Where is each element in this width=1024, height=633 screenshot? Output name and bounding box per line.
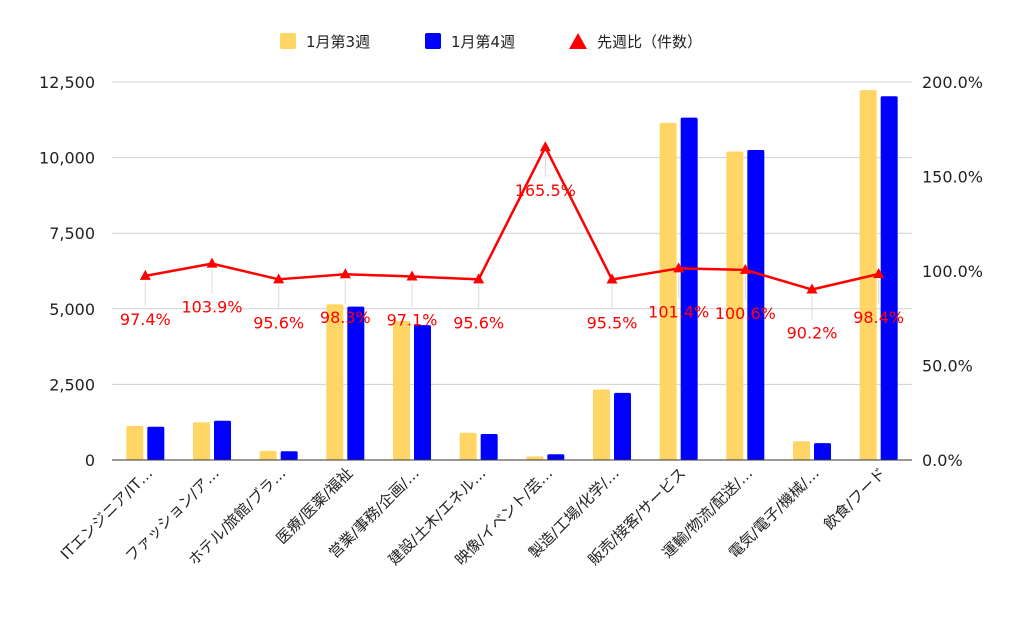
bar-week4 (747, 150, 765, 461)
ratio-point (539, 141, 551, 152)
y-axis-left: 0 2,500 5,000 7,500 10,000 12,500 (39, 73, 95, 470)
bar-week3 (859, 90, 877, 461)
bar-week3 (126, 425, 144, 460)
legend: 1月第3週 1月第4週 先週比（件数） (280, 33, 702, 51)
ratio-point (673, 262, 685, 273)
ratio-data-label: 97.1% (387, 310, 438, 329)
y-right-tick-label: 150.0% (922, 168, 983, 187)
legend-swatch-week4 (425, 33, 441, 49)
ratio-data-label: 101.4% (648, 302, 709, 321)
bar-week4 (147, 426, 165, 460)
y-right-tick-label: 0.0% (922, 451, 963, 470)
ratio-data-label: 100.6% (715, 304, 776, 323)
bar-week3 (526, 456, 544, 460)
y-left-tick-label: 12,500 (39, 73, 95, 92)
ratio-point (739, 263, 751, 274)
ratio-point (206, 257, 218, 268)
bars (126, 90, 898, 461)
ratio-data-label: 165.5% (515, 181, 576, 200)
legend-label-week3: 1月第3週 (306, 33, 370, 51)
y-left-tick-label: 2,500 (49, 375, 95, 394)
y-left-tick-label: 5,000 (49, 300, 95, 319)
y-axis-right: 0.0% 50.0% 100.0% 150.0% 200.0% (922, 73, 983, 470)
bar-week4 (214, 420, 231, 460)
y-right-tick-label: 100.0% (922, 262, 983, 281)
x-tick-label: 飲食/フード (820, 464, 889, 533)
ratio-data-label: 103.9% (181, 298, 242, 317)
y-right-tick-label: 50.0% (922, 357, 973, 376)
bar-week3 (326, 304, 344, 460)
ratio-point (873, 268, 885, 279)
ratio-point (606, 273, 618, 284)
ratio-data-label: 98.3% (320, 308, 371, 327)
bar-week4 (680, 117, 698, 460)
ratio-point (273, 273, 285, 284)
legend-label-week4: 1月第4週 (451, 33, 515, 51)
bar-week3 (459, 432, 477, 460)
bar-week4 (880, 96, 898, 460)
ratio-data-label: 95.6% (453, 313, 504, 332)
bar-week3 (593, 389, 610, 460)
bar-week3 (659, 122, 677, 460)
bar-week3 (193, 422, 210, 460)
ratio-point (339, 268, 351, 279)
ratio-point (139, 269, 151, 280)
ratio-line-path (145, 145, 879, 291)
y-left-tick-label: 7,500 (49, 224, 95, 243)
bar-week4 (347, 306, 365, 460)
legend-label-ratio: 先週比（件数） (597, 33, 702, 51)
ratio-line: 97.4% 103.9% 95.6% 98.3% 97.1% 95.6% 165.5% 95.… (120, 141, 904, 343)
bar-week4 (814, 443, 831, 460)
gridlines (112, 81, 912, 385)
x-axis-labels: ITエンジニア/IT…ファッション/ア…ホテル/旅館/ブラ…医療/医薬/福祉営業… (57, 464, 889, 569)
bar-week3 (726, 151, 744, 460)
bar-week4 (547, 454, 565, 460)
ratio-data-label: 95.6% (253, 313, 304, 332)
bar-week3 (793, 441, 810, 460)
y-left-tick-label: 10,000 (39, 149, 95, 168)
bar-week3 (259, 450, 277, 460)
bar-week4 (414, 325, 431, 460)
ratio-point (806, 283, 818, 294)
bar-week4 (280, 451, 298, 460)
bar-week3 (393, 320, 410, 460)
y-right-tick-label: 200.0% (922, 73, 983, 92)
ratio-data-label: 97.4% (120, 310, 171, 329)
y-left-tick-label: 0 (85, 451, 95, 470)
ratio-point (406, 270, 418, 281)
legend-swatch-week3 (280, 33, 296, 49)
ratio-data-label: 98.4% (853, 308, 904, 327)
bar-week4 (614, 392, 631, 460)
bar-week4 (480, 433, 498, 460)
ratio-data-label: 90.2% (787, 324, 838, 343)
ratio-point (473, 273, 485, 284)
ratio-data-label: 95.5% (587, 314, 638, 333)
legend-triangle-icon (569, 33, 587, 49)
